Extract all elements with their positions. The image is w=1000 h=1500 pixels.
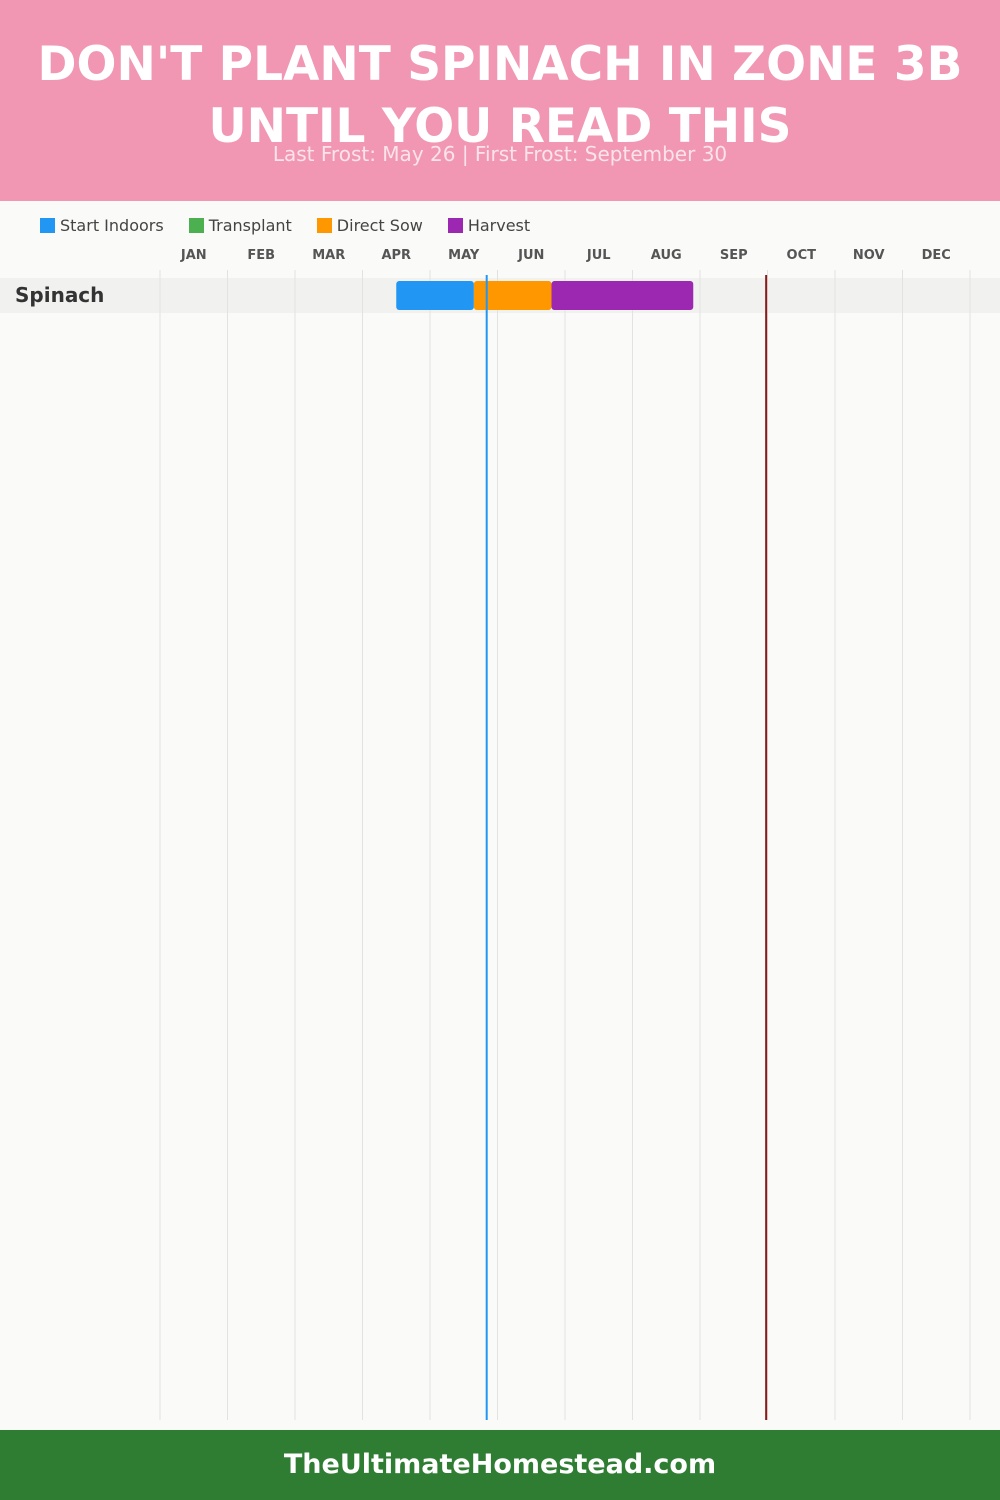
- header-banner: DON'T PLANT SPINACH IN ZONE 3B UNTIL YOU…: [0, 0, 1000, 201]
- legend-item-transplant: Transplant: [188, 215, 292, 235]
- month-label-jan: JAN: [180, 248, 207, 263]
- month-label-sep: SEP: [719, 248, 748, 263]
- month-label-may: MAY: [448, 248, 480, 263]
- legend-label-start-indoors: Start Indoors: [60, 215, 164, 235]
- legend-label-harvest: Harvest: [467, 215, 531, 235]
- legend-item-harvest: Harvest: [447, 215, 531, 235]
- crop-label-spinach: Spinach: [15, 283, 105, 307]
- legend-swatch-direct-sow: [316, 217, 332, 233]
- legend-item-start-indoors: Start Indoors: [40, 216, 164, 235]
- legend-swatch-transplant: [188, 217, 204, 233]
- legend-swatch-harvest: [447, 217, 463, 233]
- page-title: DON'T PLANT SPINACH IN ZONE 3B UNTIL YOU…: [37, 37, 963, 154]
- month-label-dec: DEC: [921, 248, 951, 263]
- month-label-aug: AUG: [650, 248, 682, 263]
- legend-label-transplant: Transplant: [208, 215, 292, 235]
- month-label-apr: APR: [381, 248, 412, 263]
- frost-dates-subtitle: Last Frost: May 26 | First Frost: Septem…: [272, 142, 728, 166]
- month-label-oct: OCT: [786, 248, 816, 263]
- footer-banner: TheUltimateHomestead.com: [0, 1430, 1000, 1500]
- month-label-jul: JUL: [586, 248, 611, 263]
- footer-site-name: TheUltimateHomestead.com: [283, 1449, 717, 1480]
- legend-label-direct-sow: Direct Sow: [336, 215, 423, 235]
- month-axis: JAN FEB MAR APR MAY JUN JUL AUG SEP OCT …: [160, 248, 970, 270]
- legend-item-direct-sow: Direct Sow: [316, 215, 423, 235]
- month-label-feb: FEB: [247, 248, 276, 263]
- month-label-mar: MAR: [312, 248, 346, 263]
- month-label-jun: JUN: [518, 248, 545, 263]
- crop-row-spinach: [0, 278, 1000, 313]
- legend-swatch-start-indoors: [40, 217, 55, 233]
- month-label-nov: NOV: [852, 248, 885, 263]
- chart-legend: Start Indoors Transplant Direct Sow Harv…: [40, 214, 555, 236]
